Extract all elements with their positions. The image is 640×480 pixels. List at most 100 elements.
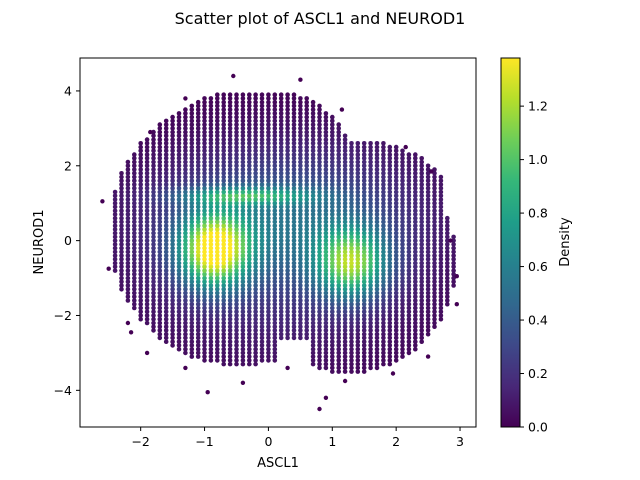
density-point	[259, 313, 265, 318]
density-point	[208, 264, 214, 270]
density-point	[336, 260, 342, 266]
density-point	[323, 249, 329, 255]
density-point	[138, 182, 143, 187]
density-point	[342, 253, 348, 258]
density-point	[259, 182, 265, 187]
density-point	[342, 343, 348, 348]
density-point	[157, 227, 163, 232]
density-point	[266, 294, 271, 300]
density-point	[272, 189, 278, 195]
density-point	[253, 245, 258, 251]
density-point	[221, 358, 226, 363]
density-point	[247, 129, 252, 135]
density-point	[342, 365, 348, 371]
density-point	[170, 313, 175, 318]
density-point	[240, 260, 246, 266]
density-point	[438, 264, 444, 270]
density-point	[330, 275, 335, 281]
density-point	[272, 182, 278, 187]
density-point	[438, 287, 444, 292]
density-point	[406, 350, 412, 356]
density-point	[336, 290, 342, 296]
density-point	[144, 152, 150, 157]
density-point	[163, 197, 169, 202]
density-point	[310, 118, 316, 124]
density-point	[336, 215, 342, 221]
density-point	[125, 253, 131, 258]
density-point	[170, 316, 175, 322]
density-point	[138, 208, 143, 213]
density-point	[330, 305, 335, 311]
density-point	[285, 159, 290, 165]
density-point	[342, 369, 348, 374]
density-point	[132, 174, 137, 180]
density-point	[138, 242, 143, 247]
density-point	[310, 159, 316, 165]
density-point	[355, 215, 361, 221]
density-point	[285, 242, 290, 247]
density-point	[247, 99, 252, 105]
density-point	[393, 320, 399, 326]
density-point	[330, 283, 335, 288]
density-point	[112, 242, 118, 247]
density-point	[349, 260, 354, 266]
density-point	[361, 358, 367, 363]
density-point	[195, 328, 201, 333]
density-point	[266, 264, 271, 270]
density-point	[112, 268, 118, 273]
density-point	[221, 230, 226, 236]
density-point	[323, 219, 329, 225]
density-point	[259, 339, 265, 345]
density-point	[125, 208, 131, 213]
density-point	[278, 287, 284, 292]
density-point	[406, 320, 412, 326]
density-point	[438, 174, 444, 180]
density-point	[406, 215, 412, 221]
density-point	[419, 159, 425, 165]
density-point	[266, 275, 271, 281]
density-point	[253, 129, 258, 135]
density-point	[413, 171, 418, 176]
density-point	[278, 156, 284, 161]
density-point	[195, 223, 201, 228]
density-point	[240, 301, 246, 307]
density-point	[227, 103, 233, 109]
density-point	[381, 238, 386, 243]
density-point	[234, 148, 239, 154]
density-point	[259, 144, 265, 150]
density-point	[342, 331, 348, 337]
density-point	[157, 133, 163, 139]
density-point	[342, 354, 348, 359]
density-point	[157, 193, 163, 198]
density-point	[163, 182, 169, 187]
density-point	[202, 148, 207, 154]
density-point	[310, 204, 316, 210]
density-point	[323, 272, 329, 277]
density-point	[330, 272, 335, 277]
density-point	[368, 200, 373, 206]
density-point	[195, 272, 201, 277]
x-tick-label: 3	[456, 434, 464, 449]
density-point	[355, 290, 361, 296]
density-point	[419, 234, 425, 240]
density-point	[227, 208, 233, 213]
density-point	[151, 245, 156, 251]
density-point	[413, 260, 418, 266]
density-point	[298, 242, 303, 247]
density-point	[215, 234, 220, 240]
density-point	[323, 129, 329, 135]
density-point	[227, 197, 233, 202]
density-point	[259, 171, 265, 176]
density-point	[361, 230, 367, 236]
density-point	[125, 178, 131, 184]
density-point	[234, 197, 239, 202]
density-point	[336, 369, 342, 374]
density-point	[368, 279, 373, 285]
density-point	[202, 223, 207, 228]
density-point	[361, 242, 367, 247]
density-point	[189, 242, 195, 247]
density-point	[317, 118, 322, 124]
density-point	[425, 227, 431, 232]
density-point	[310, 137, 316, 142]
density-point	[221, 242, 226, 247]
